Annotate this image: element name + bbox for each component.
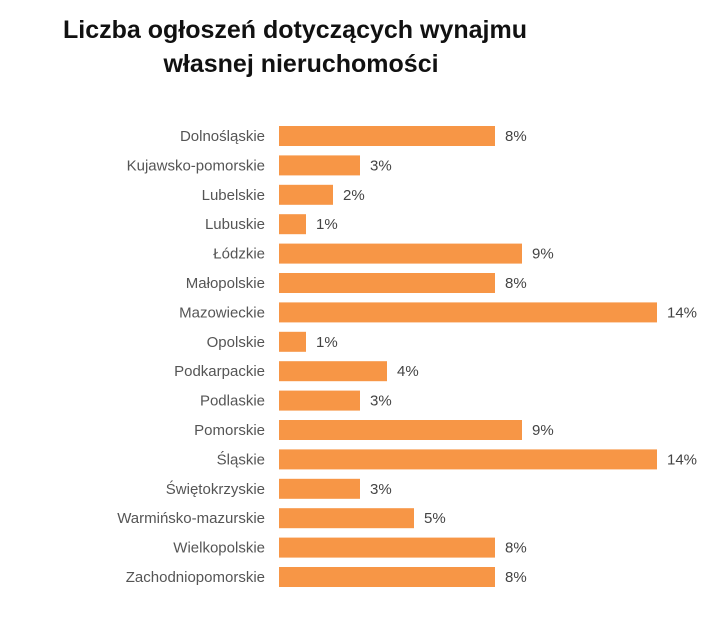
bar (279, 478, 360, 499)
category-label: Pomorskie (194, 422, 265, 439)
bar (279, 214, 306, 235)
value-label: 3% (370, 393, 392, 410)
category-label: Podlaskie (200, 393, 265, 410)
category-label: Małopolskie (186, 275, 265, 292)
bar (279, 508, 414, 529)
category-label: Lubelskie (202, 187, 265, 204)
bar (279, 449, 657, 470)
value-label: 9% (532, 246, 554, 263)
value-label: 9% (532, 422, 554, 439)
value-label: 1% (316, 216, 338, 233)
chart-title-line-1: Liczba ogłoszeń dotyczących wynajmu (62, 16, 527, 44)
value-label: 8% (505, 540, 527, 557)
category-label: Zachodniopomorskie (126, 569, 265, 586)
bar (279, 420, 522, 440)
value-label: 2% (343, 187, 365, 204)
value-label: 3% (370, 157, 392, 174)
bar (279, 331, 306, 352)
bar (279, 155, 360, 176)
value-label: 8% (505, 128, 527, 145)
category-label: Śląskie (217, 450, 265, 468)
bar (279, 302, 657, 323)
category-label: Łódzkie (213, 246, 265, 263)
value-label: 4% (397, 363, 419, 380)
bar (279, 537, 495, 558)
value-label: 1% (316, 334, 338, 351)
bar (279, 126, 495, 146)
category-label: Wielkopolskie (173, 540, 265, 557)
category-label: Lubuskie (205, 216, 265, 233)
value-label: 8% (505, 275, 527, 292)
bar (279, 243, 522, 264)
chart-title-line-2: własnej nieruchomości (163, 50, 439, 78)
category-label: Opolskie (207, 334, 265, 351)
value-label: 8% (505, 569, 527, 586)
category-label: Dolnośląskie (180, 128, 265, 145)
category-label: Kujawsko-pomorskie (127, 157, 265, 174)
category-label: Podkarpackie (174, 363, 265, 380)
value-label: 3% (370, 481, 392, 498)
value-label: 14% (667, 304, 697, 321)
category-label: Świętokrzyskie (166, 480, 265, 498)
bar (279, 273, 495, 293)
bar (279, 361, 387, 382)
bar (279, 567, 495, 587)
value-label: 5% (424, 510, 446, 527)
value-label: 14% (667, 451, 697, 468)
category-label: Warmińsko-mazurskie (117, 510, 265, 527)
bar (279, 184, 333, 205)
bar (279, 390, 360, 411)
category-label: Mazowieckie (179, 304, 265, 321)
